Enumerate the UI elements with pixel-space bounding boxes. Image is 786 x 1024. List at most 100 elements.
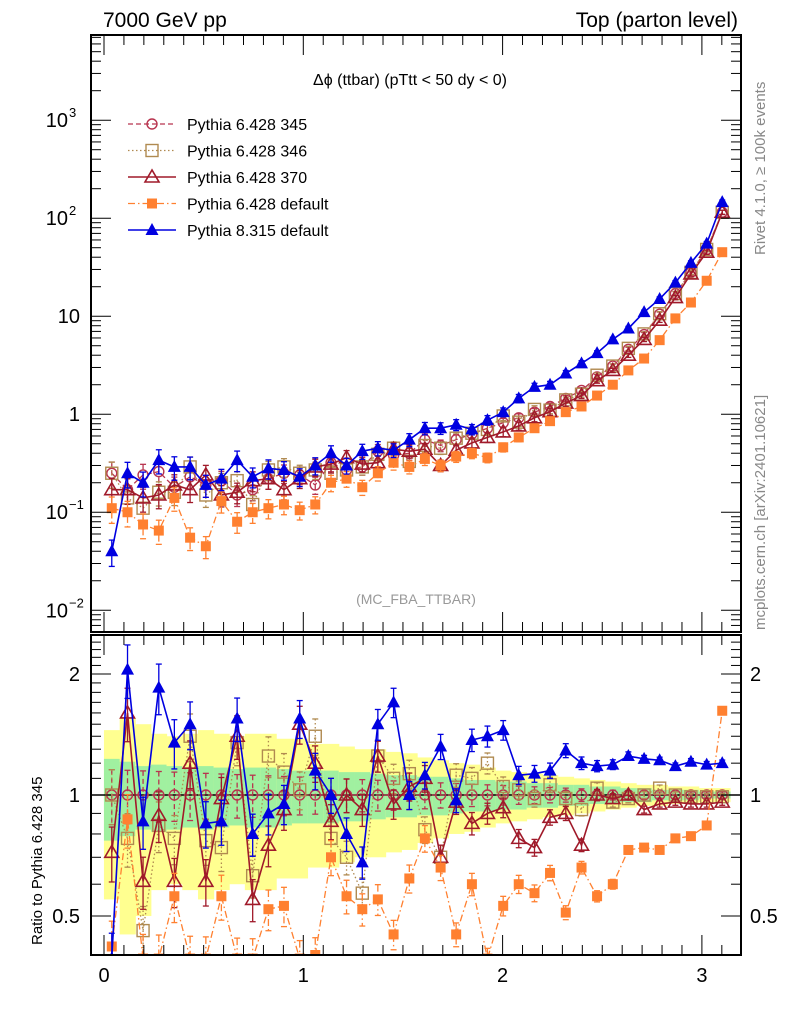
main-point [106,503,117,514]
ratio-point [592,891,603,902]
ratio-point [606,757,620,770]
main-line-4 [110,201,723,552]
main-point [103,481,121,496]
ratio-point [308,729,322,743]
main-point [684,255,698,268]
main-point [527,379,541,392]
main-y-tick-exponent: 3 [69,105,76,120]
ratio-point [183,717,197,730]
ratio-point [684,754,698,767]
ratio-point [310,950,321,955]
legend-label: Pythia 8.315 default [187,223,329,240]
ratio-point [340,826,354,839]
ratio-point [465,771,479,786]
main-point [715,195,729,208]
main-point [136,475,150,488]
main-point [230,453,244,466]
main-point [246,469,260,482]
ratio-point [357,904,368,915]
ratio-point [338,786,355,801]
x-tick-label: 3 [696,965,707,987]
ratio-point [717,705,728,716]
main-point [701,275,712,286]
ratio-point [244,890,262,906]
side-label-bottom: mcplots.cern.ch [arXiv:2401.10621] [752,395,769,630]
ratio-point [388,929,399,940]
main-point [513,432,524,443]
ratio-point [387,695,401,708]
legend-label: Pythia 6.428 346 [187,144,307,161]
legend-marker [145,223,159,235]
ratio-point [667,793,684,808]
ratio-y-tick-label: 2 [69,664,80,686]
ratio-point [261,806,275,819]
main-point [526,409,543,424]
ratio-line-2 [110,712,723,900]
ratio-point [353,800,371,816]
main-point [560,407,571,418]
main-point [434,439,447,452]
legend: Pythia 6.428 345 Pythia 6.428 346 Pythia 6… [128,117,329,240]
ratio-point [576,862,587,873]
ratio-point [639,842,650,853]
ratio-point [713,793,731,808]
ratio-y-tick-label-right: 0.5 [750,906,778,928]
main-point [433,441,448,455]
band-inner [244,767,262,828]
main-point [588,372,606,387]
ratio-point [341,891,352,902]
ratio-point [480,729,494,742]
ratio-point [573,836,590,852]
ratio-point [527,766,541,779]
main-y-tick-label: 1 [69,404,80,426]
main-point [479,428,496,444]
main-point [341,473,352,484]
ratio-point [199,816,213,829]
main-point [619,346,637,362]
main-y-tick-label: 10 [58,306,80,328]
ratio-point [559,743,573,756]
main-point [326,477,337,488]
main-point [402,432,416,445]
main-point [621,321,635,334]
main-point [105,544,119,557]
ratio-ylabel: Ratio to Pythia 6.428 345 [29,777,46,945]
main-point [606,332,620,345]
ratio-point [481,789,494,801]
main-series-2 [103,203,731,513]
main-point [685,297,696,308]
main-point [371,441,385,454]
ratio-point [372,894,383,905]
ratio-point [541,808,559,824]
main-series-3 [106,247,728,560]
main-frame [90,34,742,633]
legend-marker [145,143,159,158]
main-point [150,486,168,501]
ratio-point [216,891,227,902]
ratio-point [623,844,634,855]
ratio-point [526,838,543,854]
main-y-tick-label: 10 [46,208,68,230]
main-series-1 [105,205,729,524]
main-y-tick-label: 10 [46,110,68,132]
ratio-point [435,862,446,873]
ratio-point [637,751,651,764]
main-point [576,401,587,412]
ratio-point [230,711,244,724]
ratio-point [494,799,512,814]
ratio-point [308,763,322,776]
ratio-point [434,739,448,752]
main-point [183,459,197,472]
ratio-point [322,812,340,828]
ratio-point [512,768,526,781]
main-point [400,442,418,457]
ratio-point [635,800,653,816]
header-right: Top (parton level) [576,9,738,32]
ratio-point [136,814,150,827]
ratio-point [150,806,168,822]
x-tick-label: 1 [298,965,309,987]
ratio-point [418,768,432,781]
ratio-point [529,888,540,899]
